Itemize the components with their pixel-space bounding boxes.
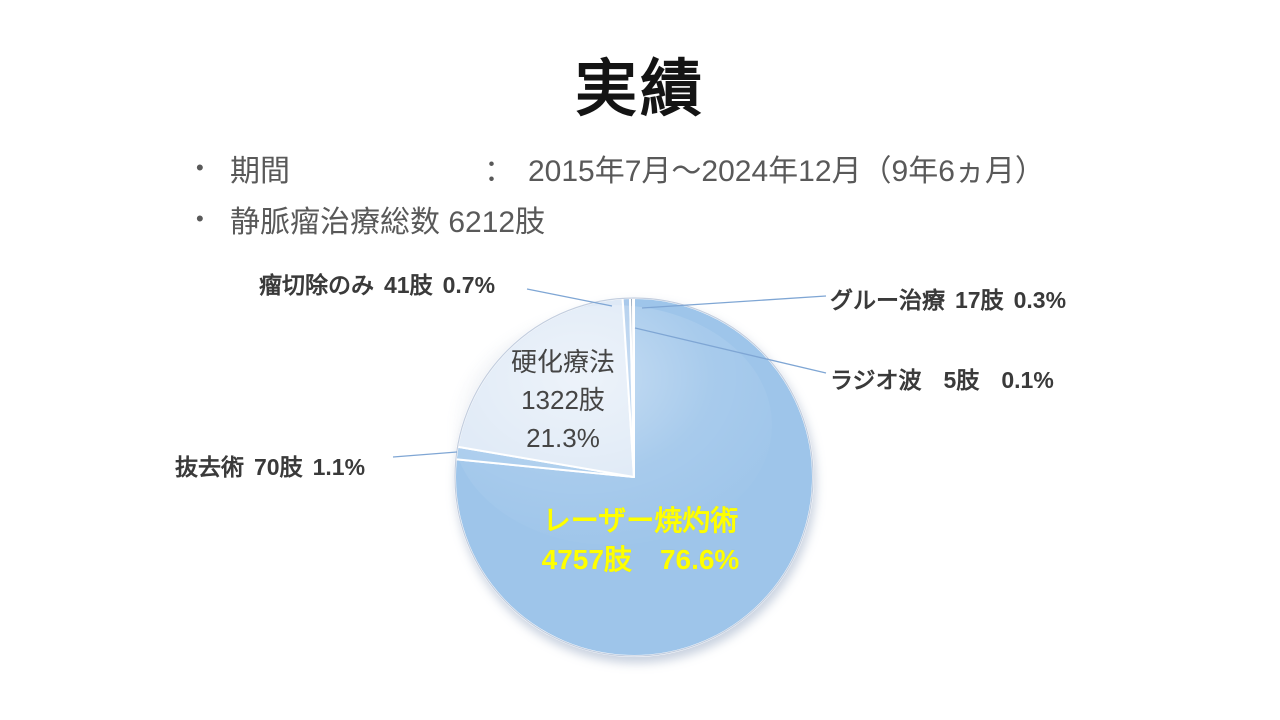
resection-pct: 0.7%	[442, 272, 496, 298]
rf-limbs: 5肢	[943, 367, 980, 393]
pie-label-resection-only: 瘤切除のみ 41肢 0.7%	[259, 266, 495, 300]
sclero-limbs: 1322肢	[521, 385, 605, 415]
laser-values: 4757肢 76.6%	[473, 540, 808, 579]
laser-pct: 76.6%	[659, 544, 740, 575]
glue-pct: 0.3%	[1013, 287, 1067, 313]
laser-limbs: 4757肢	[541, 544, 632, 575]
pie-chart	[452, 296, 814, 657]
stripping-limbs: 70肢	[254, 454, 303, 480]
bullet-list: • 期間 ： 2015年7月～2024年12月（9年6ヵ月） • 静脈瘤治療総数…	[196, 142, 1045, 244]
pie-label-glue: グルー治療 17肢 0.3%	[830, 281, 1066, 315]
bullet-period-separator: ：	[484, 154, 514, 188]
bullet-total-label: 静脈瘤治療総数 6212肢	[230, 205, 546, 239]
laser-name: レーザー焼灼術	[542, 505, 739, 536]
glue-limbs: 17肢	[955, 287, 1004, 313]
sclero-pct: 21.3%	[526, 423, 600, 453]
bullet-period-label: 期間	[230, 154, 290, 188]
slide-title: 実績	[574, 55, 705, 124]
leader-line-stripping	[392, 451, 458, 458]
bullet-period-value: 2015年7月～2024年12月（9年6ヵ月）	[528, 154, 1045, 188]
rf-name: ラジオ波	[830, 367, 922, 393]
glue-name: グルー治療	[830, 287, 945, 313]
bullet-total: • 静脈瘤治療総数 6212肢	[196, 193, 1045, 244]
bullet-period: • 期間 ： 2015年7月～2024年12月（9年6ヵ月）	[196, 142, 1045, 193]
bullet-dot: •	[196, 154, 204, 180]
stripping-name: 抜去術	[175, 454, 244, 480]
sclero-name: 硬化療法	[510, 347, 615, 377]
stripping-pct: 1.1%	[312, 454, 366, 480]
resection-name: 瘤切除のみ	[259, 272, 374, 298]
bullet-dot: •	[196, 205, 204, 231]
rf-pct: 0.1%	[1001, 367, 1054, 393]
pie-label-laser: レーザー焼灼術 4757肢 76.6%	[473, 501, 808, 579]
pie-label-sclerotherapy: 硬化療法 1322肢 21.3%	[468, 343, 658, 457]
resection-limbs: 41肢	[384, 272, 433, 298]
pie-label-rf: ラジオ波 5肢 0.1%	[830, 361, 1076, 395]
pie-rim	[454, 297, 814, 657]
pie-label-stripping: 抜去術 70肢 1.1%	[175, 448, 365, 482]
